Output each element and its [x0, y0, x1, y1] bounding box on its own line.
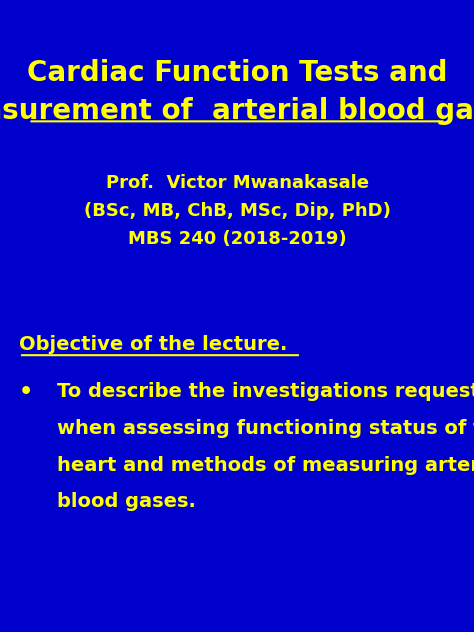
Text: blood gases.: blood gases.	[57, 492, 196, 511]
Text: (BSc, MB, ChB, MSc, Dip, PhD): (BSc, MB, ChB, MSc, Dip, PhD)	[83, 202, 391, 220]
Text: heart and methods of measuring arterial: heart and methods of measuring arterial	[57, 456, 474, 475]
Text: when assessing functioning status of the: when assessing functioning status of the	[57, 419, 474, 438]
Text: Cardiac Function Tests and: Cardiac Function Tests and	[27, 59, 447, 87]
Text: Prof.  Victor Mwanakasale: Prof. Victor Mwanakasale	[106, 174, 368, 192]
Text: Measurement of  arterial blood gases.: Measurement of arterial blood gases.	[0, 97, 474, 125]
Text: •: •	[19, 382, 33, 403]
Text: To describe the investigations requested: To describe the investigations requested	[57, 382, 474, 401]
Text: MBS 240 (2018-2019): MBS 240 (2018-2019)	[128, 230, 346, 248]
Text: Objective of the lecture.: Objective of the lecture.	[19, 335, 287, 354]
